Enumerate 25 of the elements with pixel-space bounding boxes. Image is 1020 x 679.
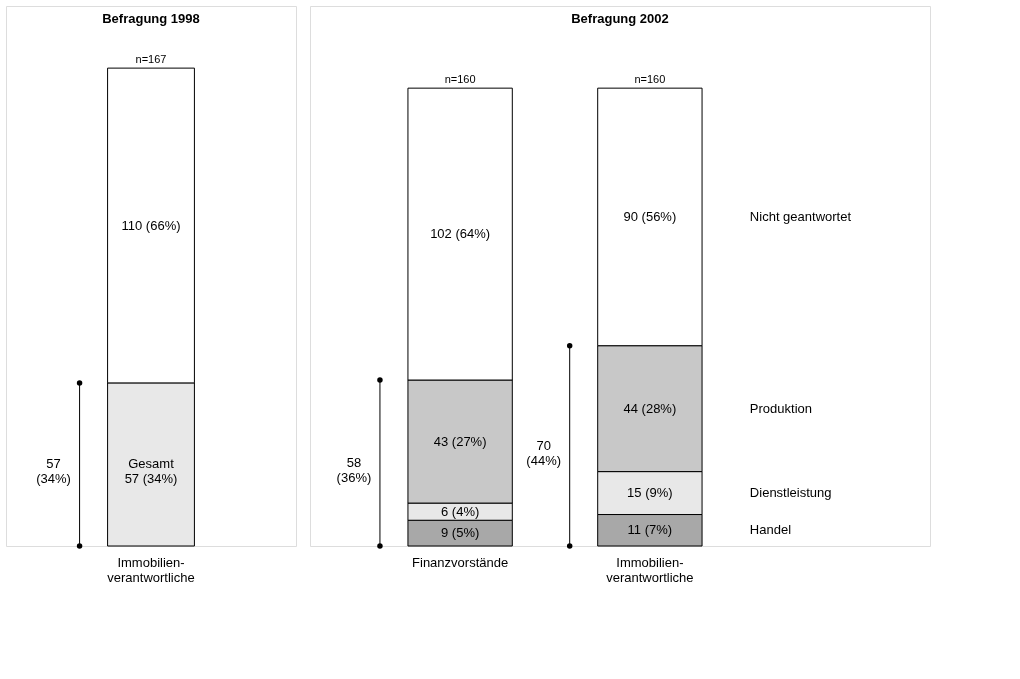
total-label: n=167 <box>135 53 167 66</box>
data-label: Gesamt 57 (34%) <box>124 456 178 487</box>
text: Handel <box>749 522 792 538</box>
total-label: n=160 <box>634 73 666 86</box>
annotation: 70 (44%) <box>526 437 562 468</box>
data-label: 110 (66%) <box>121 217 181 233</box>
text: Dienstleistung <box>749 485 832 501</box>
total-label: n=160 <box>444 73 476 86</box>
data-label: 6 (4%) <box>440 503 480 519</box>
annotation: 58 (36%) <box>336 455 372 486</box>
x-tick-label: Immobilien-verantwortliche <box>107 554 195 585</box>
text: Nicht geantwortet <box>749 208 852 224</box>
data-label: 102 (64%) <box>430 226 491 242</box>
data-label: 90 (56%) <box>623 208 677 224</box>
text: Produktion <box>749 400 813 416</box>
data-label: 44 (28%) <box>623 400 677 416</box>
x-tick-label: Finanzvorstände <box>412 554 509 570</box>
x-tick-label: Immobilien-verantwortliche <box>606 554 694 585</box>
data-label: 43 (27%) <box>433 433 487 449</box>
chart-title: Befragung 1998 <box>102 11 200 26</box>
data-label: 11 (7%) <box>627 522 673 538</box>
data-label: 15 (9%) <box>627 485 673 501</box>
chart-title: Befragung 2002 <box>571 11 669 26</box>
data-label: 9 (5%) <box>440 525 480 541</box>
text: 57 (34%) <box>36 456 71 487</box>
